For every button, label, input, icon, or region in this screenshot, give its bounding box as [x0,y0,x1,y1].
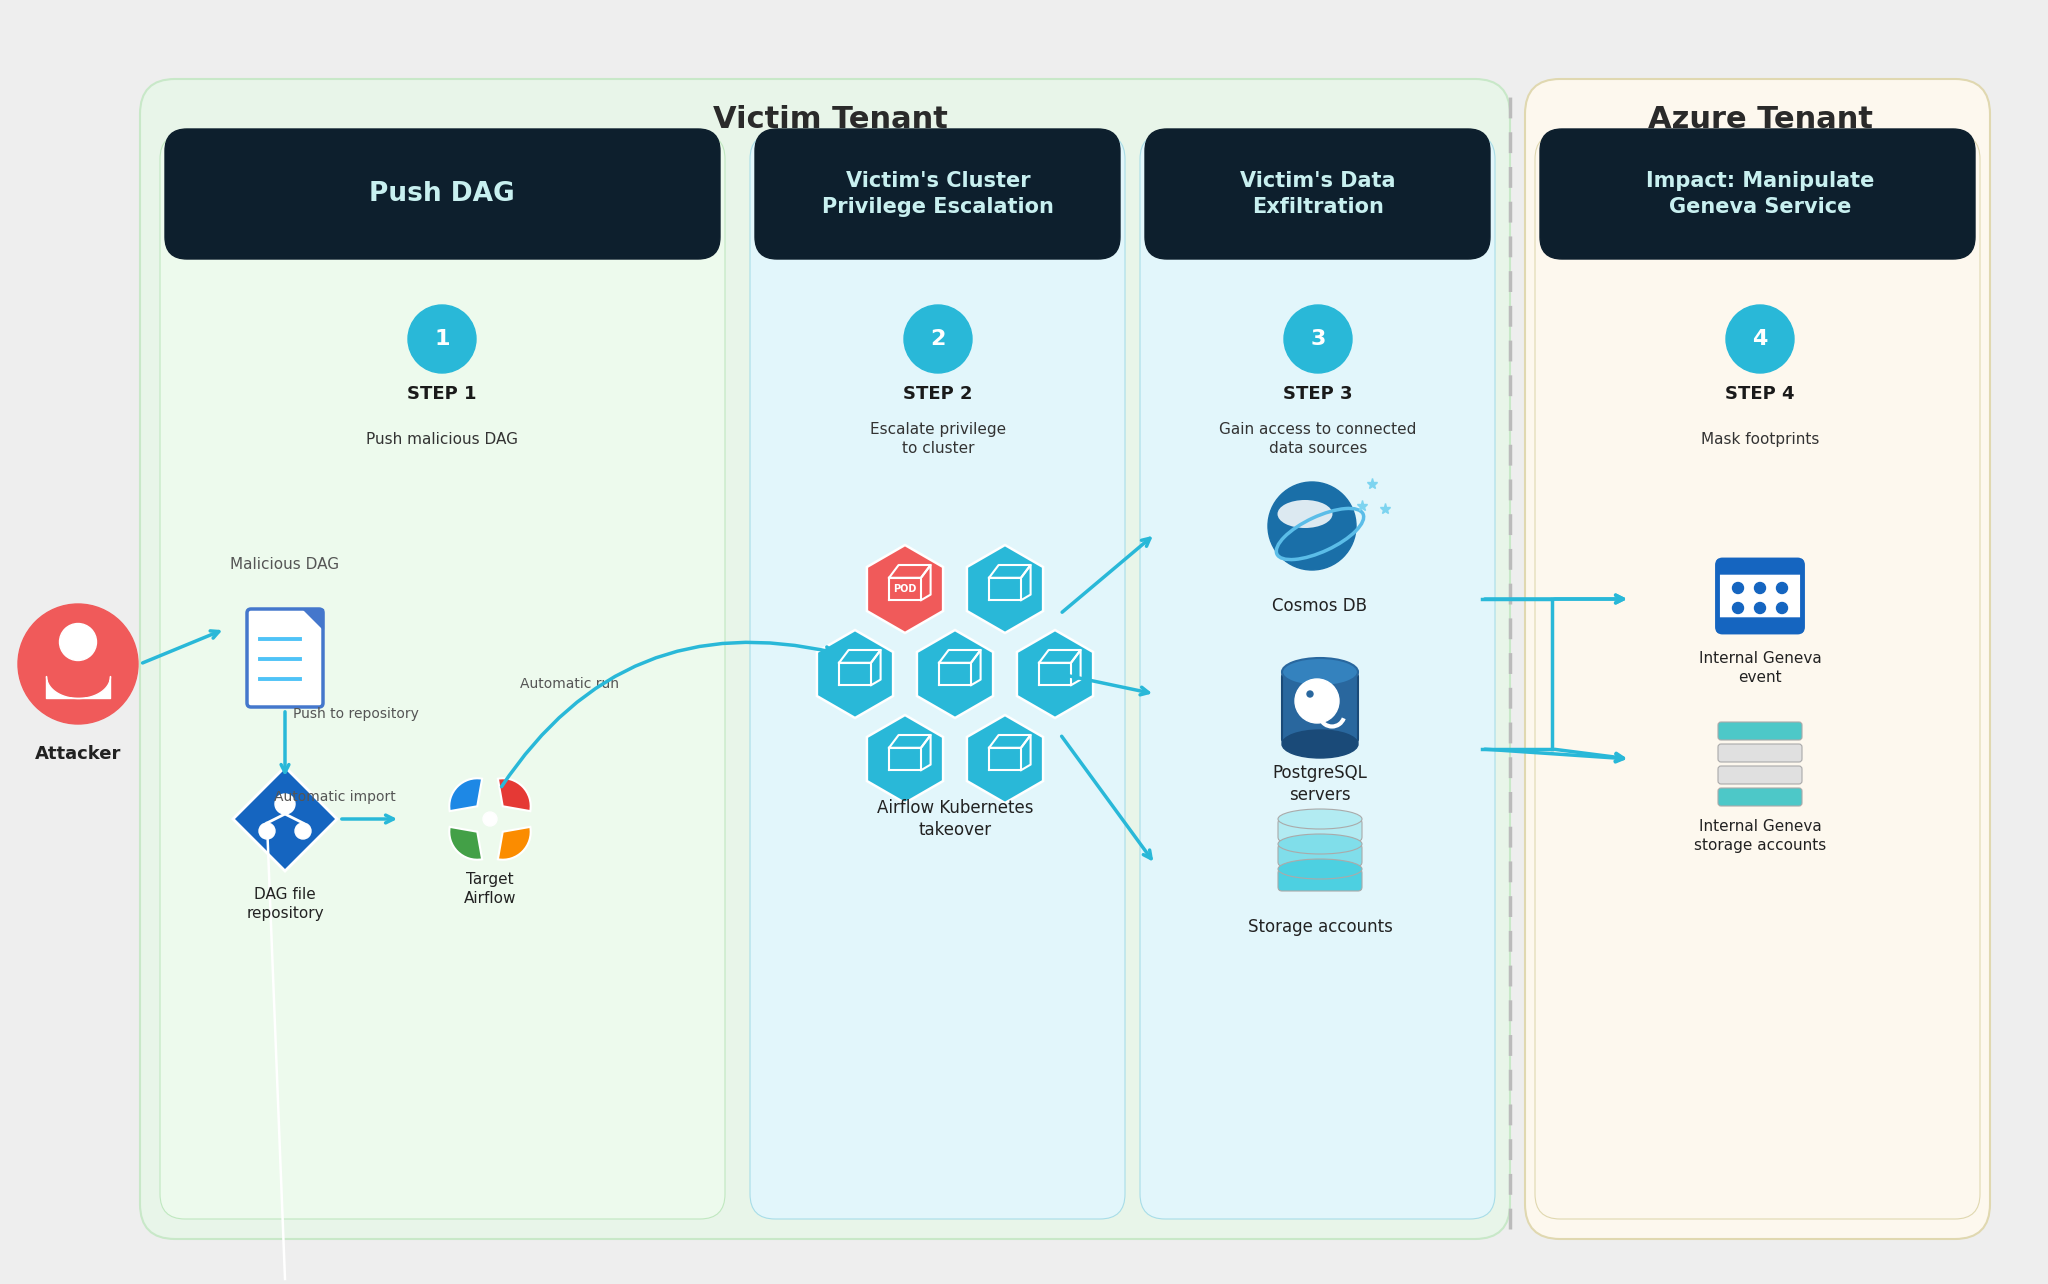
FancyBboxPatch shape [160,134,725,1219]
Wedge shape [449,778,481,811]
Text: Push DAG: Push DAG [369,181,514,207]
Circle shape [258,823,274,838]
Text: Victim's Data
Exfiltration: Victim's Data Exfiltration [1241,171,1397,217]
FancyBboxPatch shape [1718,743,1802,761]
FancyBboxPatch shape [1145,128,1491,259]
Circle shape [274,794,295,814]
Text: DAG file
repository: DAG file repository [246,887,324,921]
Text: 2: 2 [930,329,946,349]
Text: Airflow Kubernetes
takeover: Airflow Kubernetes takeover [877,799,1034,840]
Text: Escalate privilege
to cluster: Escalate privilege to cluster [870,422,1006,456]
Circle shape [1726,306,1794,372]
FancyBboxPatch shape [1278,869,1362,891]
Text: Internal Geneva
storage accounts: Internal Geneva storage accounts [1694,819,1827,853]
Text: POD: POD [893,584,918,594]
Text: Target
Airflow: Target Airflow [463,872,516,905]
Circle shape [903,306,973,372]
Text: Malicious DAG: Malicious DAG [231,556,340,571]
Circle shape [1733,602,1743,614]
Wedge shape [449,827,481,860]
Text: Mask footprints: Mask footprints [1700,431,1819,447]
Text: Attacker: Attacker [35,745,121,763]
Circle shape [1284,306,1352,372]
FancyBboxPatch shape [166,128,721,259]
Circle shape [1294,679,1339,723]
Circle shape [483,811,498,826]
Polygon shape [817,630,893,718]
Ellipse shape [1282,731,1358,758]
FancyBboxPatch shape [248,609,324,707]
Text: Impact: Manipulate
Geneva Service: Impact: Manipulate Geneva Service [1647,171,1874,217]
Text: Azure Tenant: Azure Tenant [1647,104,1872,134]
Polygon shape [967,715,1042,802]
Text: STEP 3: STEP 3 [1284,385,1354,403]
Circle shape [1755,602,1765,614]
Circle shape [1776,583,1788,593]
Text: Victim Tenant: Victim Tenant [713,104,948,134]
Circle shape [1268,482,1356,570]
Circle shape [59,624,96,660]
Polygon shape [866,544,944,633]
Circle shape [1307,691,1313,697]
Circle shape [1755,583,1765,593]
Circle shape [18,603,137,724]
Text: 4: 4 [1753,329,1767,349]
Text: Internal Geneva
event: Internal Geneva event [1698,651,1821,686]
Circle shape [1733,583,1743,593]
Polygon shape [866,715,944,802]
Circle shape [408,306,475,372]
Text: STEP 1: STEP 1 [408,385,477,403]
FancyBboxPatch shape [750,134,1124,1219]
Wedge shape [498,827,530,860]
FancyBboxPatch shape [1718,722,1802,740]
Polygon shape [303,609,324,629]
Text: Cosmos DB: Cosmos DB [1272,597,1368,615]
Text: Victim's Cluster
Privilege Escalation: Victim's Cluster Privilege Escalation [821,171,1055,217]
Circle shape [295,823,311,838]
Text: STEP 4: STEP 4 [1724,385,1794,403]
FancyBboxPatch shape [1718,560,1802,574]
Circle shape [1776,602,1788,614]
Text: Automatic run: Automatic run [520,677,618,691]
FancyBboxPatch shape [1718,767,1802,785]
Polygon shape [1018,630,1094,718]
Polygon shape [918,630,993,718]
Text: 3: 3 [1311,329,1325,349]
FancyBboxPatch shape [1718,618,1802,632]
FancyBboxPatch shape [1282,672,1358,743]
Polygon shape [967,544,1042,633]
FancyBboxPatch shape [1718,788,1802,806]
Ellipse shape [1278,809,1362,829]
Text: Automatic import: Automatic import [274,790,395,804]
Text: 1: 1 [434,329,451,349]
Text: Push malicious DAG: Push malicious DAG [367,431,518,447]
Ellipse shape [1278,499,1333,528]
FancyBboxPatch shape [139,80,1509,1239]
Wedge shape [498,778,530,811]
FancyBboxPatch shape [1141,134,1495,1219]
FancyBboxPatch shape [1536,134,1980,1219]
Text: Gain access to connected
data sources: Gain access to connected data sources [1219,422,1417,456]
Text: STEP 2: STEP 2 [903,385,973,403]
Ellipse shape [1278,835,1362,854]
FancyBboxPatch shape [1278,844,1362,865]
Text: Push to repository: Push to repository [293,707,420,722]
FancyBboxPatch shape [1540,128,1974,259]
Text: Storage accounts: Storage accounts [1247,918,1393,936]
FancyBboxPatch shape [1718,560,1802,632]
Text: PostgreSQL
servers: PostgreSQL servers [1272,764,1368,804]
Ellipse shape [1282,657,1358,686]
FancyBboxPatch shape [1278,819,1362,841]
Polygon shape [233,767,338,871]
FancyBboxPatch shape [756,128,1120,259]
Ellipse shape [1278,859,1362,880]
FancyBboxPatch shape [1526,80,1991,1239]
